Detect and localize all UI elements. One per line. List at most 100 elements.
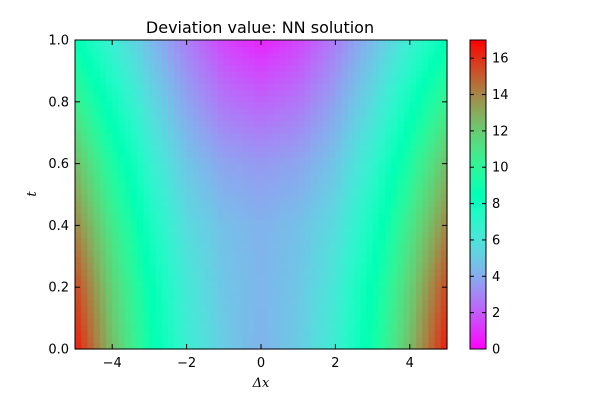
heatmap-cell xyxy=(360,305,367,313)
heatmap-cell xyxy=(366,330,374,338)
heatmap-cell xyxy=(87,262,95,270)
heatmap-cell xyxy=(168,151,175,159)
heatmap-cell xyxy=(385,243,392,251)
heatmap-cell xyxy=(199,336,206,344)
heatmap-cell xyxy=(416,89,423,97)
heatmap-cell xyxy=(230,95,237,103)
heatmap-cell xyxy=(378,206,386,214)
heatmap-cell xyxy=(341,157,349,165)
heatmap-cell xyxy=(205,89,212,97)
heatmap-cell xyxy=(267,175,274,183)
heatmap-cell xyxy=(385,305,392,313)
heatmap-cell xyxy=(329,89,336,97)
heatmap-cell xyxy=(186,175,194,183)
heatmap-cell xyxy=(440,175,448,183)
heatmap-cell xyxy=(385,206,392,214)
heatmap-cell xyxy=(391,330,398,338)
heatmap-cell xyxy=(161,305,169,313)
heatmap-cell xyxy=(292,324,299,332)
heatmap-cell xyxy=(304,70,312,78)
heatmap-cell xyxy=(155,163,163,171)
heatmap-cell xyxy=(130,151,138,159)
heatmap-cell xyxy=(403,250,411,257)
heatmap-cell xyxy=(397,132,405,140)
heatmap-cell xyxy=(273,132,281,140)
heatmap-cell xyxy=(112,342,119,350)
heatmap-cell xyxy=(99,157,107,165)
heatmap-cell xyxy=(385,318,392,325)
heatmap-cell xyxy=(347,274,355,282)
heatmap-cell xyxy=(199,114,206,121)
heatmap-cell xyxy=(391,163,398,171)
heatmap-cell xyxy=(347,52,355,60)
heatmap-cell xyxy=(93,293,101,301)
heatmap-cell xyxy=(236,243,243,251)
heatmap-cell xyxy=(428,225,436,233)
heatmap-cell xyxy=(366,120,374,128)
heatmap-cell xyxy=(329,95,336,103)
heatmap-cell xyxy=(261,151,268,159)
heatmap-cell xyxy=(292,101,299,109)
heatmap-cell xyxy=(267,324,274,332)
heatmap-cell xyxy=(316,157,324,165)
heatmap-cell xyxy=(304,58,312,66)
heatmap-cell xyxy=(155,114,163,121)
heatmap-cell xyxy=(292,231,299,239)
heatmap-cell xyxy=(87,58,95,66)
heatmap-cell xyxy=(397,151,405,159)
heatmap-cell xyxy=(124,58,132,66)
heatmap-cell xyxy=(440,256,448,264)
heatmap-cell xyxy=(112,194,119,202)
heatmap-cell xyxy=(143,114,150,121)
heatmap-cell xyxy=(174,250,181,257)
heatmap-cell xyxy=(366,299,374,307)
heatmap-cell xyxy=(205,318,212,325)
heatmap-cell xyxy=(409,231,417,239)
heatmap-cell xyxy=(422,262,429,270)
heatmap-cell xyxy=(236,219,243,226)
heatmap-cell xyxy=(409,287,417,294)
heatmap-cell xyxy=(174,52,181,60)
heatmap-cell xyxy=(186,138,194,146)
heatmap-cell xyxy=(168,274,175,282)
heatmap-cell xyxy=(143,281,150,288)
heatmap-cell xyxy=(186,169,194,177)
heatmap-cell xyxy=(155,200,163,208)
heatmap-cell xyxy=(223,120,231,128)
heatmap-cell xyxy=(130,83,138,91)
heatmap-cell xyxy=(391,243,398,251)
heatmap-cell xyxy=(434,299,442,307)
colorbar-tick-label: 4 xyxy=(492,270,500,285)
heatmap-cell xyxy=(75,330,82,338)
heatmap-cell xyxy=(205,58,212,66)
heatmap-cell xyxy=(341,231,349,239)
heatmap-cell xyxy=(422,83,429,91)
heatmap-cell xyxy=(366,52,374,60)
heatmap-cell xyxy=(161,200,169,208)
heatmap-cell xyxy=(261,120,268,128)
heatmap-cell xyxy=(273,231,281,239)
heatmap-cell xyxy=(329,145,336,152)
heatmap-cell xyxy=(143,70,150,78)
heatmap-cell xyxy=(242,114,250,121)
heatmap-cell xyxy=(335,318,343,325)
heatmap-cell xyxy=(354,311,361,319)
heatmap-cell xyxy=(434,262,442,270)
heatmap-cell xyxy=(323,336,330,344)
heatmap-cell xyxy=(161,225,169,233)
heatmap-cell xyxy=(347,330,355,338)
heatmap-cell xyxy=(372,274,380,282)
heatmap-cell xyxy=(279,219,287,226)
heatmap-cell xyxy=(285,200,293,208)
heatmap-cell xyxy=(161,145,169,152)
heatmap-cell xyxy=(143,311,150,319)
heatmap-cell xyxy=(403,336,411,344)
heatmap-cell xyxy=(335,237,343,245)
heatmap-cell xyxy=(87,64,95,72)
heatmap-cell xyxy=(273,262,281,270)
heatmap-cell xyxy=(130,256,138,264)
heatmap-cell xyxy=(248,342,256,350)
heatmap-cell xyxy=(130,311,138,319)
heatmap-cell xyxy=(99,46,107,53)
